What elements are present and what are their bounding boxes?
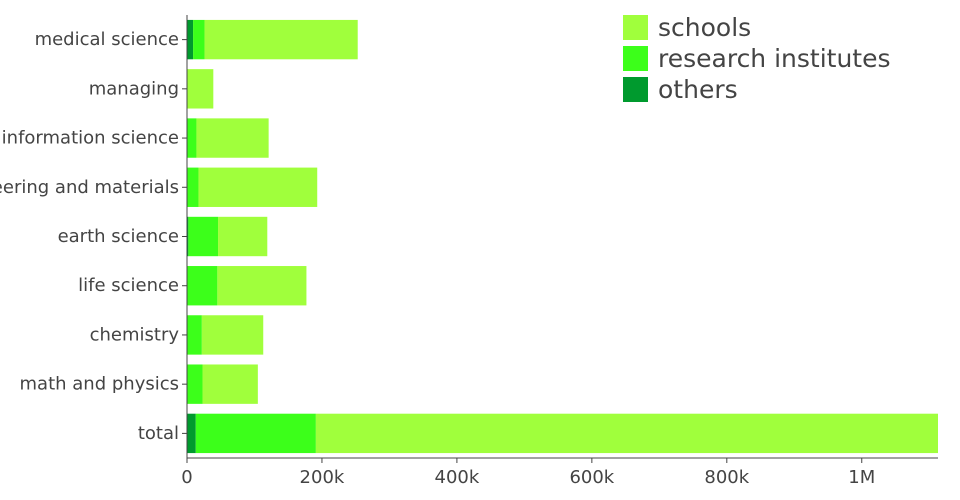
x-tick-label: 600k <box>569 467 614 488</box>
bar-schools-life-science <box>217 266 306 305</box>
bar-schools-earth-science <box>218 217 267 256</box>
y-tick-label: total <box>138 423 179 444</box>
bars-layer <box>187 20 938 453</box>
bar-schools-chemistry <box>202 315 263 354</box>
bar-others-medical-science <box>187 20 193 59</box>
bar-schools-information-science <box>196 118 268 157</box>
bar-research-institutes-earth-science <box>188 217 218 256</box>
x-tick-label: 1M <box>848 467 875 488</box>
y-tick-label: information science <box>2 128 179 149</box>
y-tick-label: medical science <box>35 29 179 50</box>
y-tick-label: earth science <box>58 226 179 247</box>
y-tick-label: engineering and materials <box>0 177 179 198</box>
legend-swatch-others <box>623 77 648 102</box>
legend-label-others: others <box>658 75 738 104</box>
legend-swatch-research-institutes <box>623 46 648 71</box>
legend-label-schools: schools <box>658 13 751 42</box>
x-tick-label: 800k <box>704 467 749 488</box>
bar-research-institutes-engineering-and-materials <box>187 168 198 207</box>
y-tick-label: math and physics <box>20 374 179 395</box>
bar-others-total <box>187 414 196 453</box>
bar-research-institutes-total <box>196 414 316 453</box>
x-tick-label: 0 <box>181 467 192 488</box>
bar-research-institutes-information-science <box>187 118 196 157</box>
y-tick-label: managing <box>89 78 179 99</box>
bar-research-institutes-life-science <box>187 266 217 305</box>
legend-swatch-schools <box>623 15 648 40</box>
legend-label-research-institutes: research institutes <box>658 44 891 73</box>
x-tick-label: 400k <box>435 467 480 488</box>
bar-schools-medical-science <box>205 20 358 59</box>
bar-schools-engineering-and-materials <box>198 168 317 207</box>
bar-schools-managing <box>187 69 213 108</box>
bar-research-institutes-math-and-physics <box>187 364 203 403</box>
x-tick-label: 200k <box>300 467 345 488</box>
y-tick-label: life science <box>78 275 179 296</box>
bar-research-institutes-chemistry <box>187 315 202 354</box>
bar-schools-math-and-physics <box>203 364 258 403</box>
bar-research-institutes-medical-science <box>193 20 204 59</box>
bar-schools-total <box>316 414 938 453</box>
y-tick-label: chemistry <box>90 324 180 345</box>
